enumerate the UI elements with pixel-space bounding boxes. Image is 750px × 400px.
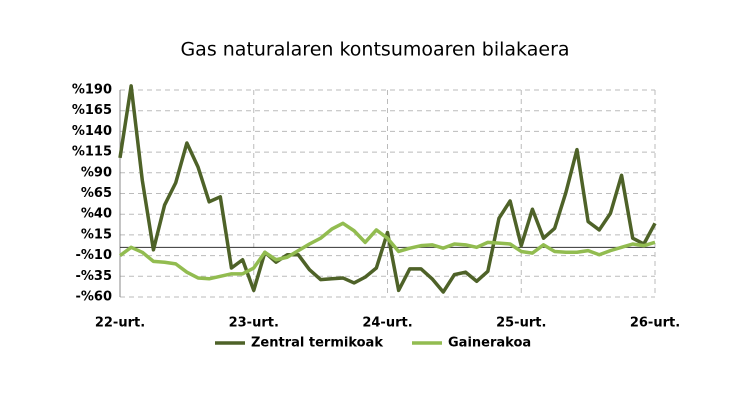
y-tick-label: %65 [81, 186, 112, 201]
y-tick-label: -%60 [75, 290, 112, 305]
y-tick-label: %165 [72, 103, 112, 118]
y-tick-label: %140 [72, 124, 112, 139]
y-tick-label: -%35 [75, 269, 112, 284]
x-tick-label: 26-urt. [630, 316, 680, 331]
chart-title: Gas naturalaren kontsumoaren bilakaera [180, 39, 569, 61]
series-line [118, 84, 657, 294]
y-tick-label: %15 [81, 227, 112, 242]
legend-label: Zentral termikoak [251, 336, 383, 351]
y-tick-label: %90 [81, 165, 112, 180]
y-tick-label: %115 [72, 145, 112, 160]
y-tick-label: %40 [81, 207, 112, 222]
x-tick-label: 24-urt. [362, 316, 412, 331]
x-tick-label: 25-urt. [496, 316, 546, 331]
series-line [118, 221, 656, 281]
x-tick-label: 22-urt. [95, 316, 145, 331]
legend-label: Gainerakoa [448, 336, 531, 351]
x-tick-label: 23-urt. [229, 316, 279, 331]
y-tick-label: -%10 [75, 248, 112, 263]
y-tick-label: %190 [72, 83, 112, 98]
